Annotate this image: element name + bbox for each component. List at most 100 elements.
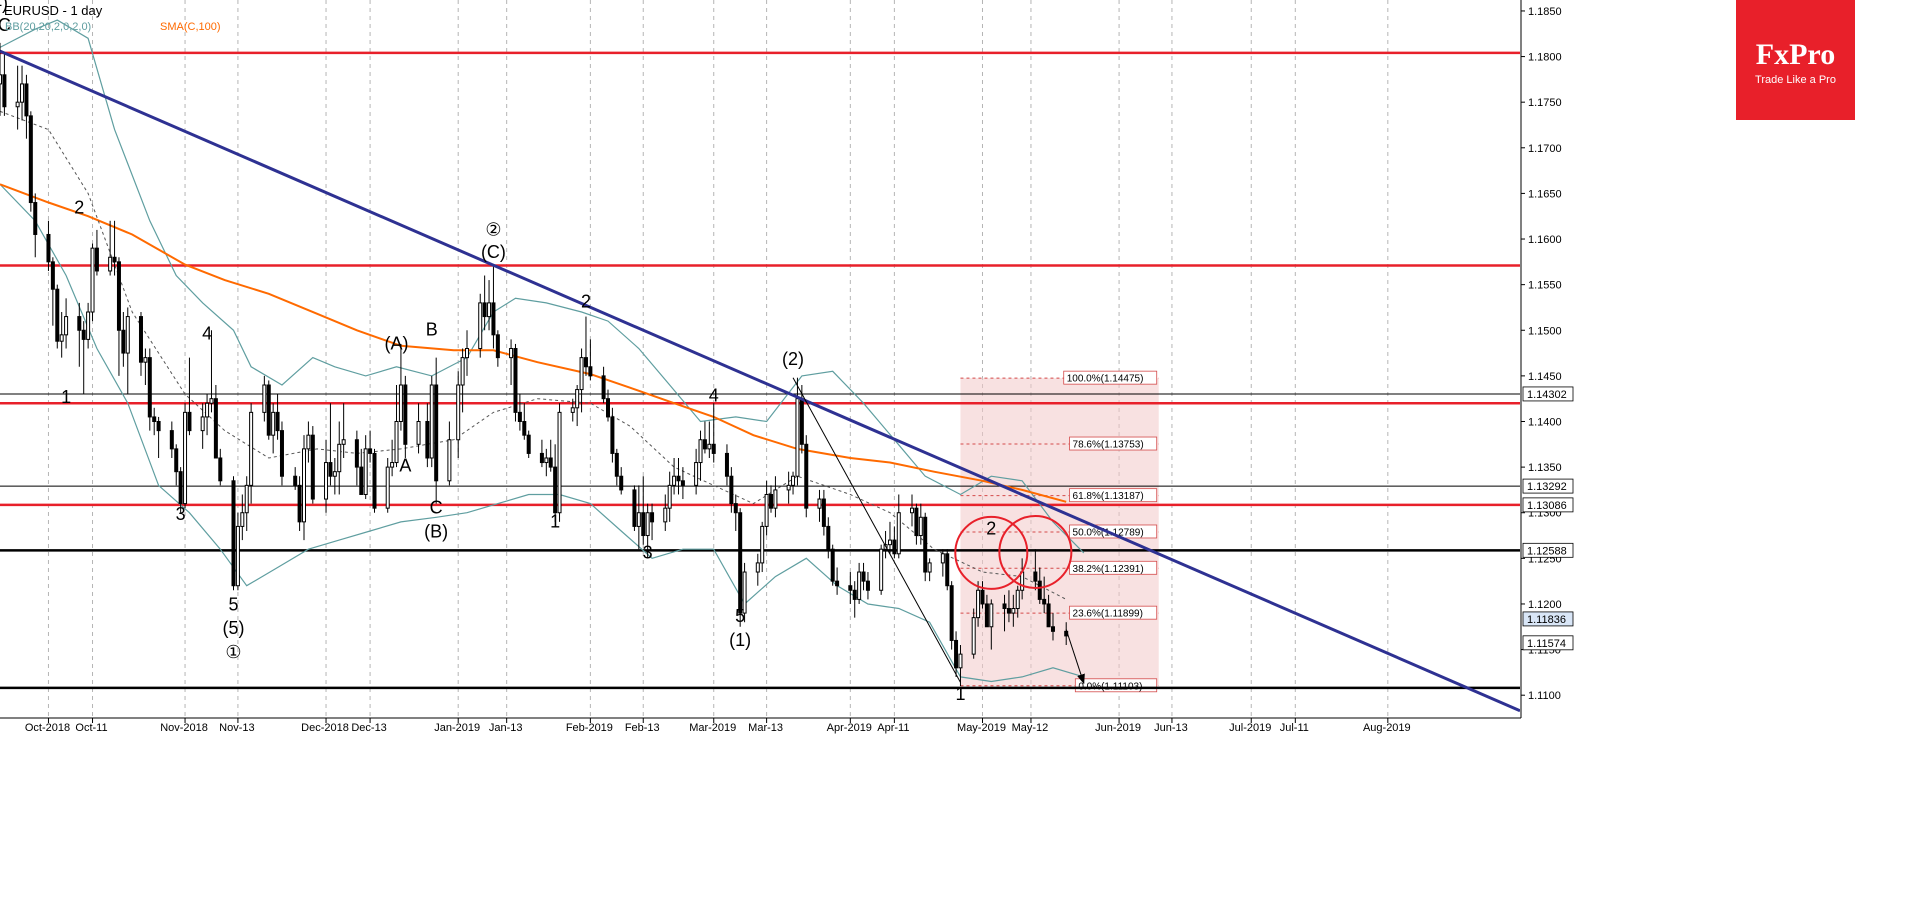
- candle-body: [24, 83, 29, 117]
- candle-body: [711, 443, 716, 454]
- candle-body: [923, 516, 928, 573]
- candle-body: [425, 420, 430, 459]
- x-tick-label: Dec-2018: [301, 722, 349, 734]
- price-marker-label: 1.11574: [1527, 638, 1566, 650]
- y-tick-label: 1.1650: [1528, 188, 1562, 200]
- candle-body: [927, 562, 932, 573]
- candle-body: [645, 512, 650, 537]
- candle-body: [487, 302, 492, 318]
- candle-body: [509, 348, 514, 359]
- candle-body: [495, 334, 500, 359]
- y-tick-label: 1.1400: [1528, 416, 1562, 428]
- candle-body: [200, 416, 205, 432]
- candle-body: [940, 553, 945, 564]
- candle-body: [773, 489, 778, 509]
- candle-body: [456, 384, 461, 441]
- candle-body: [121, 329, 126, 354]
- trendline: [0, 49, 1521, 713]
- candle-body: [579, 357, 584, 391]
- price-marker-box: [1522, 542, 1574, 558]
- candle-body: [892, 539, 897, 555]
- candle-body: [1002, 603, 1007, 610]
- x-tick-label: Jan-13: [489, 722, 523, 734]
- candle-body: [826, 525, 831, 550]
- candle-body: [302, 448, 306, 523]
- y-tick-label: 1.1850: [1528, 6, 1562, 18]
- fibonacci-label-box: [1069, 605, 1158, 620]
- candle-body: [169, 430, 174, 450]
- y-tick-label: 1.1700: [1528, 143, 1562, 155]
- candle-body: [557, 411, 562, 514]
- x-tick-label: Nov-13: [219, 722, 254, 734]
- candle-body: [517, 411, 522, 422]
- candle-body: [707, 443, 712, 450]
- x-tick-label: May-12: [1012, 722, 1049, 734]
- candle-body: [310, 434, 315, 500]
- candle-body: [297, 484, 302, 523]
- price-marker-label: 1.12588: [1527, 545, 1567, 557]
- candle-body: [28, 115, 33, 204]
- candle-body: [583, 357, 588, 368]
- x-tick-label: May-2019: [957, 722, 1006, 734]
- candle-body: [804, 443, 809, 509]
- price-marker-label: 1.11836: [1527, 614, 1566, 626]
- candle-body: [980, 589, 985, 605]
- wave-label: 3: [643, 542, 653, 562]
- candle-body: [1046, 603, 1051, 628]
- wave-label: (5): [223, 618, 245, 638]
- candle-body: [354, 439, 359, 468]
- x-tick-label: Mar-2019: [689, 722, 736, 734]
- candle-body: [698, 439, 703, 464]
- wave-label: B: [426, 320, 438, 340]
- trendline: [792, 377, 961, 683]
- logo-tagline: Trade Like a Pro: [1755, 74, 1836, 86]
- candle-body: [724, 452, 729, 477]
- candle-body: [879, 548, 884, 591]
- candle-body: [328, 462, 333, 477]
- candle-body: [116, 261, 121, 331]
- y-tick-label: 1.1800: [1528, 52, 1562, 64]
- fibonacci-label: 78.6%(1.13753): [1073, 440, 1144, 451]
- y-tick-label: 1.1500: [1528, 325, 1562, 337]
- x-tick-label: Dec-13: [351, 722, 386, 734]
- candle-body: [332, 471, 337, 477]
- candle-body: [64, 316, 69, 336]
- x-tick-label: Jul-11: [1280, 722, 1309, 734]
- candle-body: [112, 256, 117, 263]
- candle-body: [306, 434, 311, 450]
- candle-body: [553, 466, 558, 514]
- candle-body: [143, 357, 148, 363]
- candle-body: [390, 462, 395, 468]
- candle-body: [368, 448, 373, 454]
- candle-body: [539, 452, 544, 464]
- price-marker-box: [1522, 635, 1574, 651]
- candle-body: [2, 74, 7, 108]
- candle-body: [394, 420, 399, 464]
- candle-body: [434, 384, 439, 482]
- wave-label: ①: [225, 642, 241, 662]
- candle-body: [81, 329, 86, 340]
- candle-body: [636, 512, 641, 527]
- candle-body: [575, 389, 580, 409]
- candle-body: [663, 507, 668, 523]
- candle-body: [694, 462, 699, 486]
- candle-body: [848, 585, 853, 591]
- x-tick-label: Jun-13: [1154, 722, 1188, 734]
- candle-body: [1011, 608, 1016, 614]
- price-marker-box: [1522, 386, 1574, 402]
- candle-body: [178, 471, 183, 505]
- candle-body: [372, 452, 377, 509]
- candle-body: [610, 416, 615, 454]
- candle-body: [337, 443, 342, 473]
- candle-body: [799, 398, 804, 445]
- candle-body: [588, 366, 593, 377]
- x-tick-label: Feb-13: [625, 722, 660, 734]
- fibonacci-label: 38.2%(1.12391): [1073, 564, 1144, 575]
- candle-body: [275, 411, 280, 432]
- candle-body: [271, 411, 276, 436]
- candle-body: [650, 512, 655, 523]
- candle-body: [266, 384, 271, 436]
- candle-body: [231, 480, 236, 587]
- fibonacci-label-box: [1069, 436, 1158, 451]
